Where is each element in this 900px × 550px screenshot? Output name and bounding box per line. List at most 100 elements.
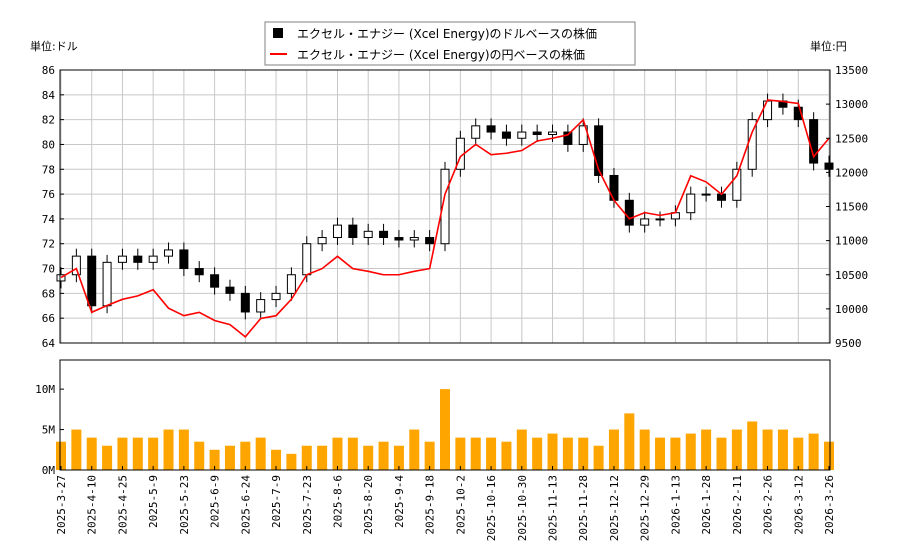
volume-bar	[501, 441, 512, 470]
volume-bar	[240, 441, 251, 470]
candle-body	[240, 292, 250, 313]
right-tick-label: 11500	[835, 201, 868, 214]
volume-bars	[56, 389, 834, 470]
legend-dollar-label: エクセル・エナジー (Xcel Energy)のドルベースの株価	[297, 26, 597, 41]
volume-bar	[716, 437, 727, 470]
volume-tick-label: 10M	[35, 383, 55, 396]
right-tick-label: 9500	[835, 337, 862, 350]
candle-body	[409, 237, 419, 241]
volume-bar	[639, 429, 650, 470]
volume-bar	[516, 429, 527, 470]
x-tick-label: 2025-10-16	[485, 475, 498, 541]
volume-bar	[731, 429, 742, 470]
volume-bar	[593, 445, 604, 470]
volume-bar	[224, 445, 235, 470]
x-tick-label: 2025-11-28	[577, 475, 590, 541]
candle-body	[594, 125, 604, 176]
volume-bar	[332, 437, 343, 470]
x-tick-label: 2025-5-23	[178, 475, 191, 535]
axes: 64 66 68 70 72 74 76 78 80 82 84 86 9500 10000 10500 11…	[35, 64, 868, 541]
volume-bar	[378, 441, 389, 470]
volume-bar	[486, 437, 497, 470]
volume-bar	[608, 429, 619, 470]
candle-body	[271, 292, 281, 301]
candle-body	[225, 286, 235, 294]
left-tick-label: 64	[42, 337, 56, 350]
volume-bar	[808, 433, 819, 470]
volume-bar	[347, 437, 358, 470]
candle-body	[440, 168, 450, 245]
candle-body	[317, 237, 327, 245]
candle-body	[348, 224, 358, 239]
candle-body	[686, 193, 696, 214]
candle-body	[394, 237, 404, 241]
candle-body	[425, 237, 435, 245]
volume-bar	[409, 429, 420, 470]
candle-body	[486, 125, 496, 133]
volume-bar	[701, 429, 712, 470]
x-tick-label: 2026-3-26	[823, 475, 836, 535]
candle-body	[210, 274, 220, 288]
left-tick-label: 76	[42, 188, 55, 201]
right-tick-label: 13000	[835, 98, 868, 111]
candle-body	[609, 174, 619, 201]
candle-body	[179, 249, 189, 270]
x-tick-label: 2026-2-11	[731, 475, 744, 535]
x-tick-label: 2025-11-13	[547, 475, 560, 541]
right-tick-label: 10500	[835, 269, 868, 282]
x-tick-label: 2025-5-9	[147, 475, 160, 528]
left-unit-label: 単位:ドル	[30, 39, 78, 53]
candle-body	[256, 299, 266, 313]
volume-bar	[117, 437, 128, 470]
right-tick-label: 13500	[835, 64, 868, 77]
volume-bar	[793, 437, 804, 470]
volume-bar	[317, 445, 328, 470]
volume-bar	[655, 437, 666, 470]
candle-body	[793, 106, 803, 121]
left-tick-label: 66	[42, 312, 55, 325]
candle-body	[563, 131, 573, 145]
left-tick-label: 82	[42, 114, 55, 127]
left-tick-label: 84	[42, 89, 56, 102]
left-tick-label: 80	[42, 138, 55, 151]
candle-body	[824, 162, 834, 170]
volume-bar	[286, 453, 297, 470]
volume-bar	[194, 441, 205, 470]
volume-bar	[440, 389, 450, 470]
candle-body	[763, 100, 773, 121]
candle-body	[624, 199, 634, 226]
candle-body	[655, 218, 665, 221]
volume-bar	[71, 429, 82, 470]
x-tick-label: 2025-7-9	[270, 475, 283, 528]
candle-body	[332, 224, 342, 239]
left-tick-label: 72	[42, 238, 55, 251]
right-tick-label: 10000	[835, 303, 868, 316]
volume-bar	[102, 445, 113, 470]
left-tick-label: 70	[42, 263, 55, 276]
yen-price-line	[60, 99, 830, 338]
legend-dollar-swatch	[273, 28, 283, 38]
x-tick-label: 2026-1-13	[669, 475, 682, 535]
candle-body	[102, 261, 112, 307]
volume-bar	[86, 437, 97, 470]
legend: エクセル・エナジー (Xcel Energy)のドルベースの株価 エクセル・エナ…	[264, 21, 636, 66]
x-tick-label: 2025-9-4	[393, 475, 406, 528]
left-tick-label: 78	[42, 163, 55, 176]
volume-bar	[148, 437, 159, 470]
x-tick-label: 2025-6-24	[239, 475, 252, 535]
x-tick-label: 2025-6-9	[209, 475, 222, 528]
left-tick-label: 74	[42, 213, 56, 226]
x-tick-label: 2025-10-30	[516, 475, 529, 541]
x-tick-label: 2026-3-12	[792, 475, 805, 535]
x-tick-label: 2025-8-6	[331, 475, 344, 528]
volume-bar	[747, 421, 758, 470]
legend-yen-label: エクセル・エナジー (Xcel Energy)の円ベースの株価	[297, 47, 585, 62]
volume-tick-label: 0M	[42, 464, 56, 477]
volume-bar	[301, 445, 312, 470]
candle-body	[379, 230, 389, 239]
x-tick-label: 2026-1-28	[700, 475, 713, 535]
volume-bar	[532, 437, 543, 470]
volume-bar	[255, 437, 266, 470]
volume-bar	[547, 433, 558, 470]
candle-body	[71, 255, 81, 276]
